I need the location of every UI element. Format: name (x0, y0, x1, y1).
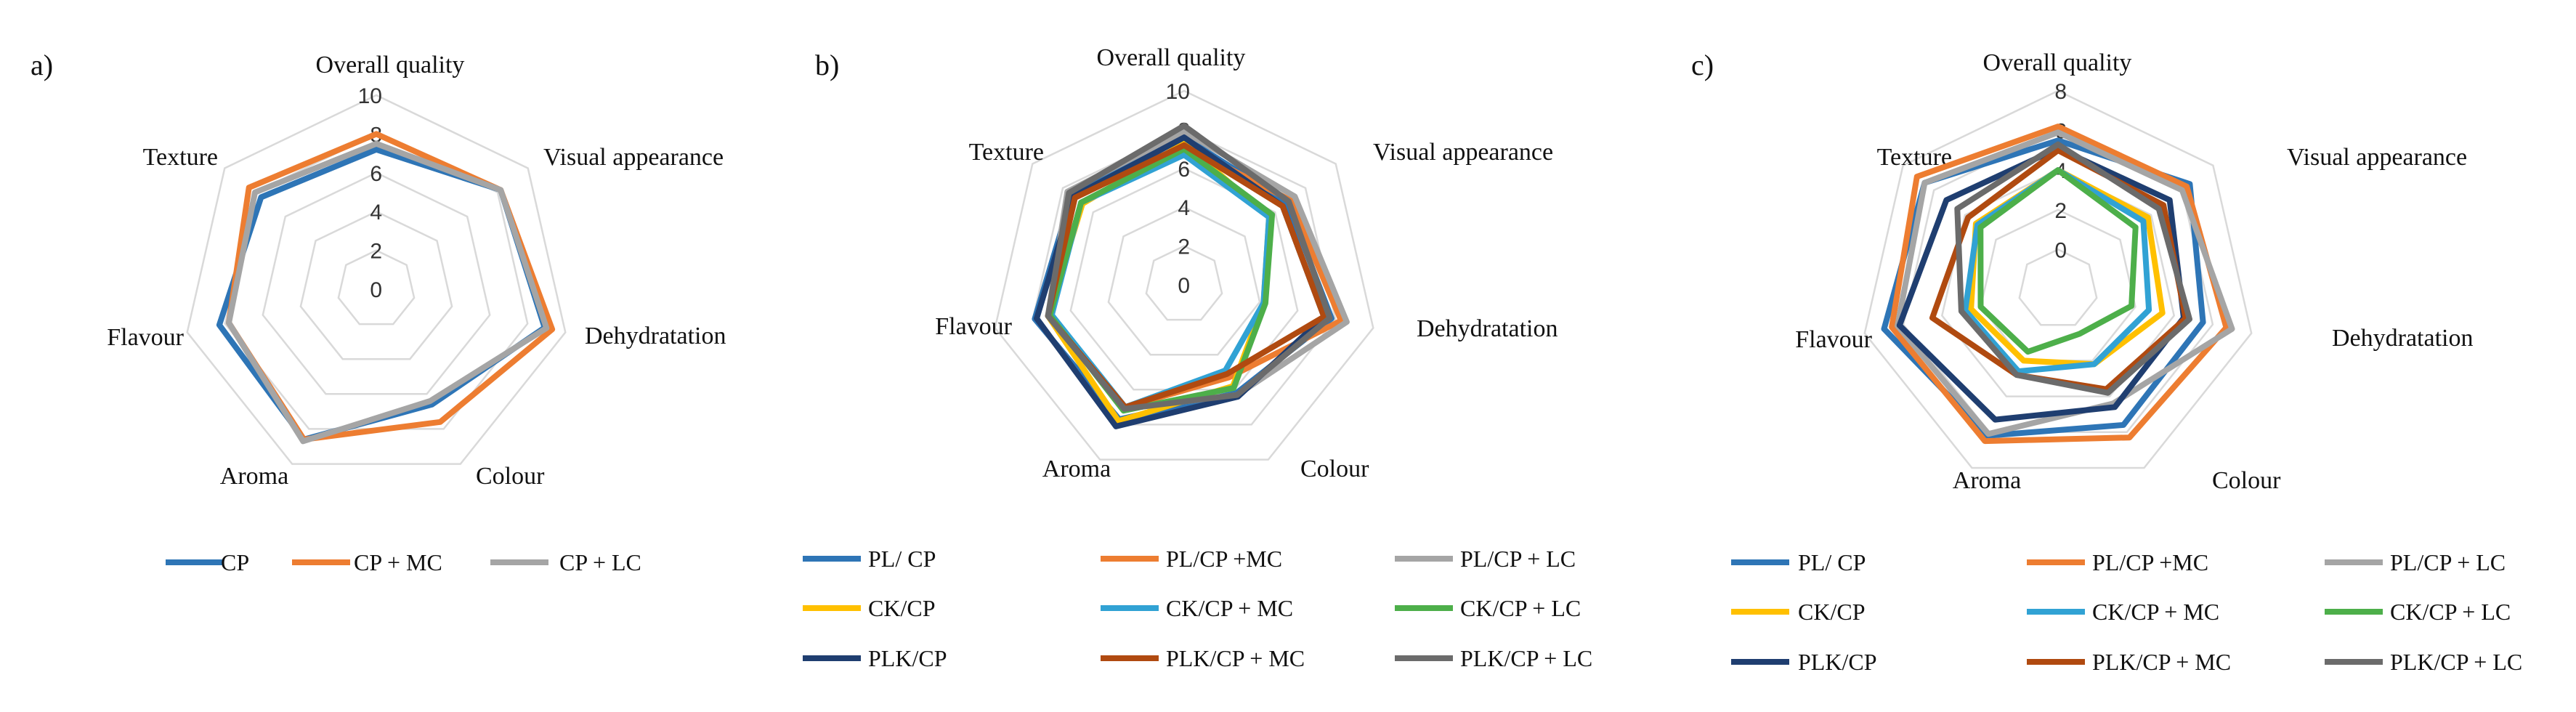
category-label-visual-appearance: Visual appearance (1373, 139, 1553, 166)
legend-label-pl-cp-lc: PL/CP + LC (2390, 549, 2506, 575)
category-label-flavour: Flavour (107, 324, 184, 351)
category-label-flavour: Flavour (1795, 326, 1872, 353)
category-label-colour: Colour (1300, 456, 1369, 482)
legend-label-cp-lc: CP + LC (559, 549, 641, 575)
legend-label-plk-cp-mc: PLK/CP + MC (1166, 645, 1305, 671)
legend-label-ck-cp-lc: CK/CP + LC (2390, 599, 2511, 625)
tick-label: 8 (2054, 80, 2067, 104)
legend-label-cp-mc: CP + MC (354, 549, 442, 575)
legend-label-ck-cp-mc: CK/CP + MC (1166, 595, 1293, 621)
category-label-flavour: Flavour (935, 313, 1012, 340)
legend-label-plk-cp: PLK/CP (1798, 649, 1876, 675)
panel-label: b) (815, 49, 839, 81)
gridline-ring (1107, 206, 1261, 356)
legend-label-plk-cp-lc: PLK/CP + LC (1460, 645, 1592, 671)
category-label-colour: Colour (2212, 467, 2281, 494)
tick-label: 2 (2054, 199, 2067, 223)
gridline-ring (1145, 245, 1223, 321)
legend-label-pl-cp-lc: PL/CP + LC (1460, 546, 1576, 572)
series-line-plk-cp-lc (1045, 123, 1333, 412)
gridline-ring (262, 171, 491, 395)
legend-label-plk-cp-mc: PLK/CP + MC (2092, 649, 2231, 675)
category-label-texture: Texture (969, 139, 1044, 166)
gridline-ring (1863, 89, 2253, 469)
tick-label: 0 (1178, 274, 1190, 298)
series-line-pl-cp (1881, 137, 2206, 439)
gridline-ring (299, 210, 453, 360)
gridline-ring (994, 89, 1374, 461)
tick-label: 2 (370, 240, 382, 264)
legend-label-plk-cp: PLK/CP (868, 645, 947, 671)
series-line-plk-cp (1896, 145, 2187, 423)
category-label-aroma: Aroma (1953, 467, 2021, 494)
gridline-ring (1032, 129, 1337, 426)
legend-label-ck-cp-lc: CK/CP + LC (1460, 595, 1581, 621)
gridline-ring (186, 94, 567, 465)
tick-label: 4 (1178, 196, 1190, 220)
legend-label-pl-cp-mc: PL/CP +MC (1166, 546, 1282, 572)
panel-label: a) (31, 49, 53, 81)
gridline-ring (337, 249, 416, 325)
category-label-colour: Colour (476, 463, 545, 490)
category-label-dehydratation: Dehydratation (1417, 315, 1558, 342)
series-line-cp-lc (226, 140, 550, 445)
gridline-ring (2018, 248, 2098, 326)
category-label-aroma: Aroma (1042, 456, 1111, 482)
legend-label-ck-cp: CK/CP (1798, 599, 1865, 625)
legend-label-pl-cp: PL/ CP (1798, 549, 1866, 575)
series-line-plk-cp-lc (1954, 141, 2192, 396)
series-line-ck-cp-mc (1962, 167, 2152, 375)
tick-label: 6 (1178, 158, 1190, 182)
legend-label-plk-cp-lc: PLK/CP + LC (2390, 649, 2522, 675)
category-label-overall-quality: Overall quality (1097, 44, 1246, 71)
category-label-overall-quality: Overall quality (1983, 49, 2132, 76)
tick-label: 0 (370, 278, 382, 302)
tick-label: 2 (1178, 235, 1190, 259)
category-label-dehydratation: Dehydratation (585, 323, 726, 349)
legend-label-pl-cp: PL/ CP (868, 546, 936, 572)
legend-label-cp: CP (221, 549, 249, 575)
panel-label: c) (1691, 49, 1714, 81)
category-label-visual-appearance: Visual appearance (543, 144, 724, 171)
series-line-pl-cp-mc (1889, 124, 2229, 445)
tick-label: 6 (370, 162, 382, 186)
legend-label-pl-cp-mc: PL/CP +MC (2092, 549, 2208, 575)
legend-label-ck-cp: CK/CP (868, 595, 935, 621)
tick-label: 10 (358, 84, 382, 108)
category-label-visual-appearance: Visual appearance (2287, 144, 2467, 171)
category-label-aroma: Aroma (220, 463, 288, 490)
series-line-ck-cp-lc (1977, 167, 2139, 355)
legend-label-ck-cp-mc: CK/CP + MC (2092, 599, 2219, 625)
category-label-dehydratation: Dehydratation (2332, 325, 2474, 352)
series-line-plk-cp-mc (1045, 142, 1327, 410)
category-label-overall-quality: Overall quality (316, 52, 465, 78)
series-line-pl-cp-lc (1895, 129, 2235, 437)
tick-label: 4 (370, 201, 382, 224)
category-label-texture: Texture (143, 144, 218, 171)
tick-label: 10 (1166, 80, 1190, 104)
tick-label: 0 (2054, 238, 2067, 262)
